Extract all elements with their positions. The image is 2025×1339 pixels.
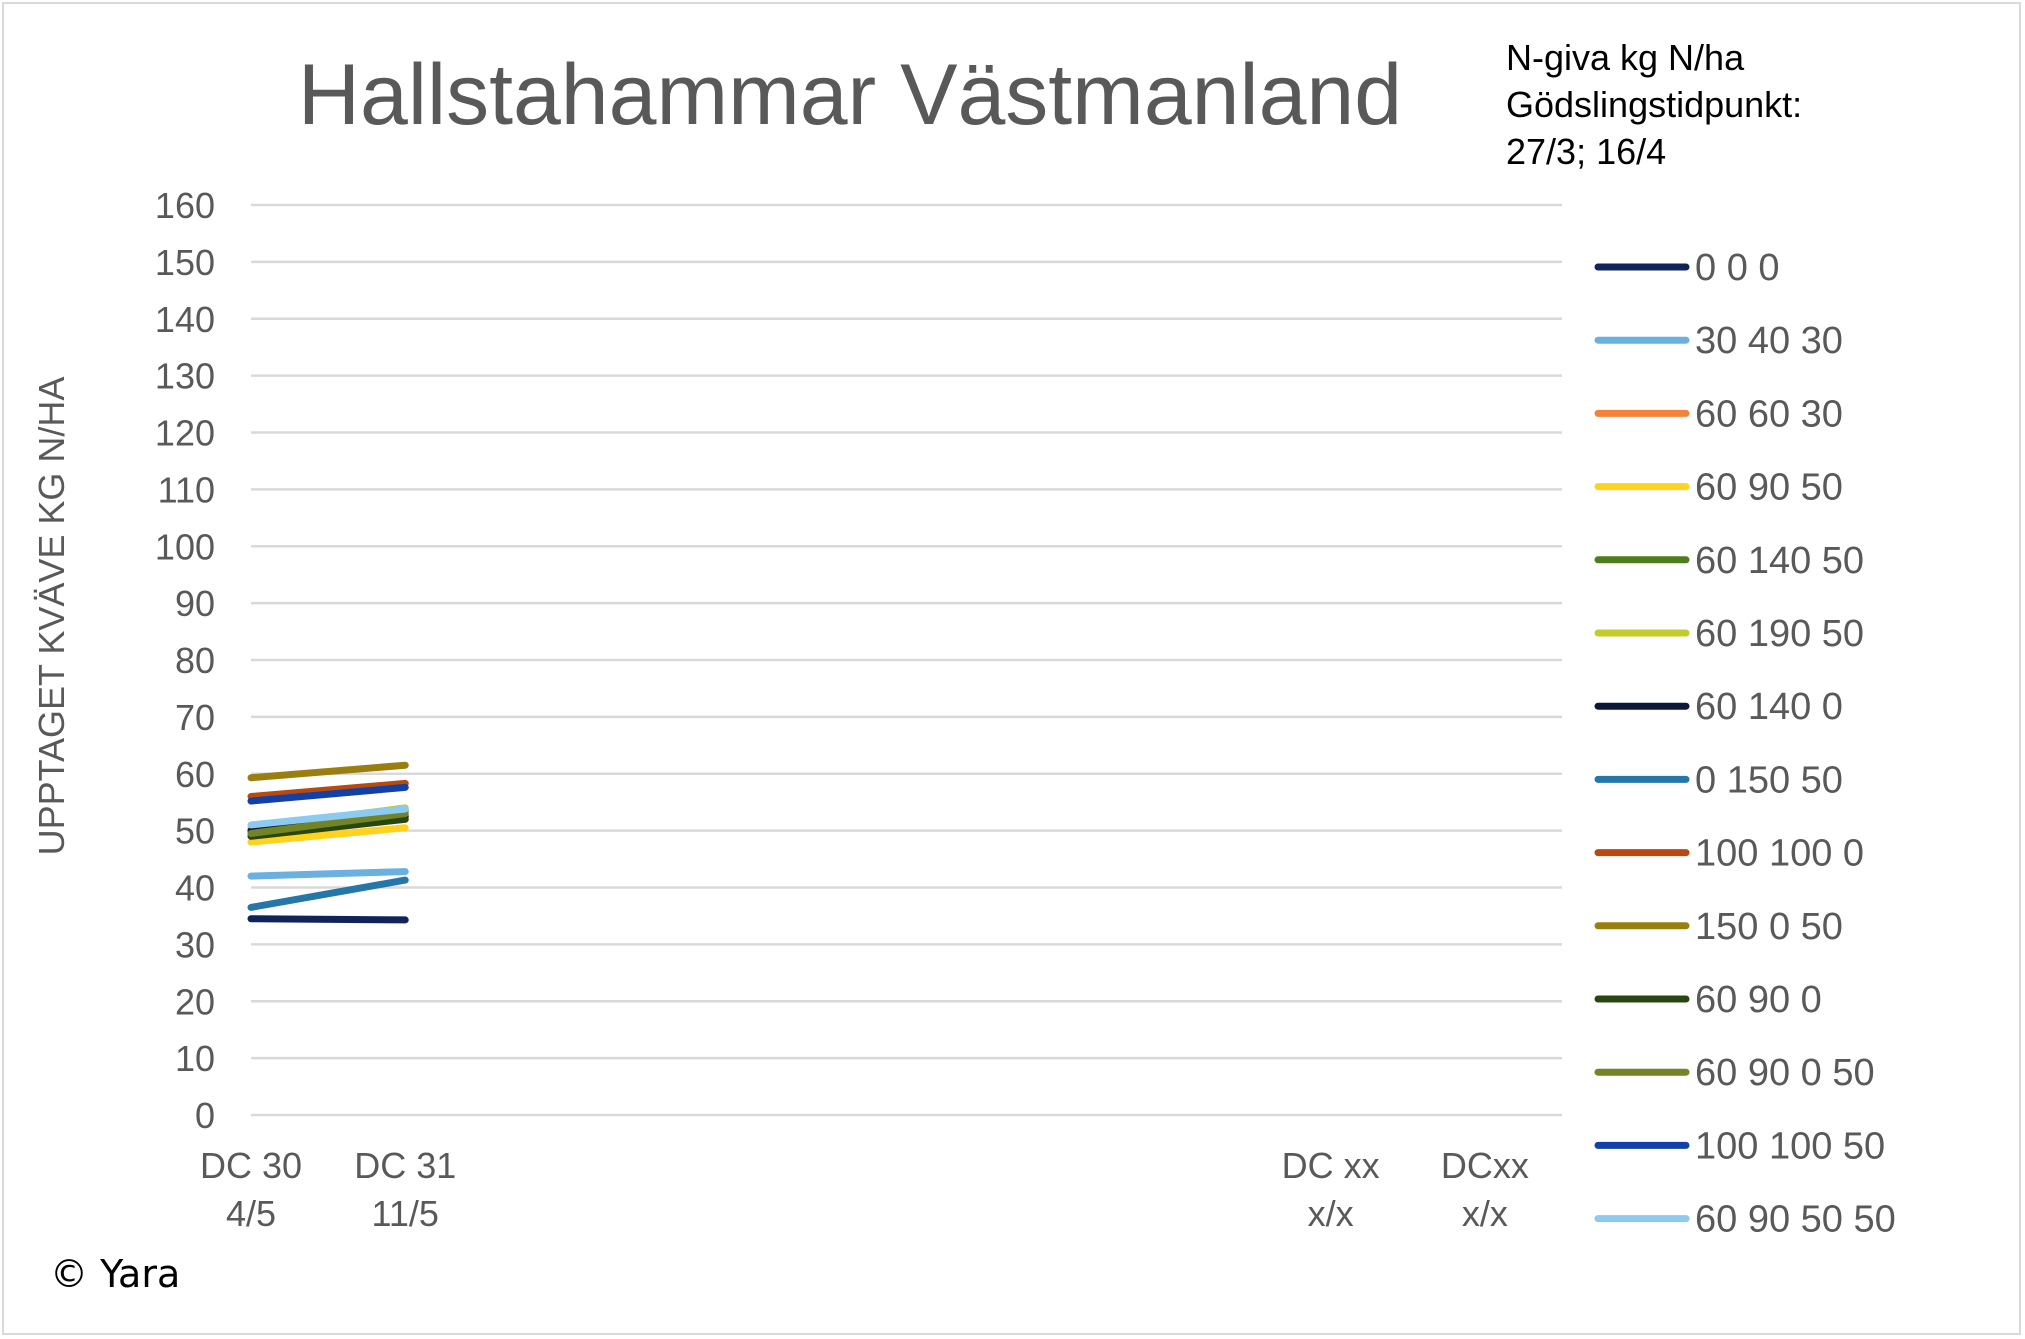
legend-label-4: 60 140 50 <box>1695 540 1864 582</box>
y-axis-ticks: 0 10 20 30 40 50 60 70 80 90 100 110 120 130 140 150 160 <box>155 185 215 1136</box>
legend-label-12: 100 100 50 <box>1695 1125 1885 1167</box>
y-tick-label-150: 150 <box>155 242 215 283</box>
x-tick-label-7: DC xx <box>1282 1145 1380 1186</box>
y-tick-label-60: 60 <box>175 754 215 795</box>
legend-title-line-1: N-giva kg N/ha <box>1506 37 1745 78</box>
y-tick-label-50: 50 <box>175 811 215 852</box>
series-line-0 <box>247 915 409 924</box>
series-lines <box>247 761 409 924</box>
x-tick-sublabel-1: 11/5 <box>372 1193 439 1234</box>
y-axis-label: UPPTAGET KVÄVE KG N/HA <box>31 377 72 856</box>
gridlines <box>251 203 1562 1117</box>
series-line-9 <box>247 761 409 782</box>
legend-label-0: 0 0 0 <box>1695 247 1780 289</box>
legend-label-5: 60 190 50 <box>1695 613 1864 655</box>
y-tick-label-110: 110 <box>158 469 215 510</box>
y-tick-label-30: 30 <box>175 924 215 965</box>
series-line-11 <box>247 810 409 837</box>
x-tick-label-8: DCxx <box>1441 1145 1529 1186</box>
y-tick-label-20: 20 <box>175 981 215 1022</box>
legend-label-1: 30 40 30 <box>1695 320 1843 362</box>
series-line-12 <box>247 783 409 805</box>
x-axis-ticks: DC 30 4/5 DC 31 11/5 DC xx x/x DCxx x/x <box>200 1145 1529 1234</box>
series-line-1 <box>247 868 409 880</box>
legend-title-line-2: Gödslingstidpunkt: <box>1506 84 1802 125</box>
y-tick-label-130: 130 <box>155 356 215 397</box>
y-tick-label-120: 120 <box>155 413 215 454</box>
series-line-7 <box>247 876 409 911</box>
y-tick-label-0: 0 <box>195 1095 215 1136</box>
chart-title: Hallstahammar Västmanland <box>298 47 1402 143</box>
y-tick-label-140: 140 <box>155 299 215 340</box>
copyright-label: © Yara <box>50 1252 181 1296</box>
x-tick-label-1: DC 31 <box>354 1145 456 1186</box>
y-tick-label-40: 40 <box>175 868 215 909</box>
legend-label-2: 60 60 30 <box>1695 393 1843 435</box>
y-tick-label-80: 80 <box>175 640 215 681</box>
x-tick-sublabel-8: x/x <box>1462 1193 1508 1234</box>
y-tick-label-90: 90 <box>175 583 215 624</box>
legend-label-3: 60 90 50 <box>1695 467 1843 509</box>
legend: 0 0 0 30 40 30 60 60 30 60 90 50 60 140 50 60… <box>1594 247 1896 1241</box>
legend-label-13: 60 90 50 50 <box>1695 1199 1896 1241</box>
series-line-13 <box>247 805 409 829</box>
legend-label-7: 0 150 50 <box>1695 759 1843 801</box>
x-tick-sublabel-0: 4/5 <box>226 1193 276 1234</box>
y-tick-label-10: 10 <box>175 1038 215 1079</box>
y-tick-label-100: 100 <box>155 526 215 567</box>
y-tick-label-160: 160 <box>155 185 215 226</box>
y-tick-label-70: 70 <box>175 697 215 738</box>
x-tick-sublabel-7: x/x <box>1308 1193 1354 1234</box>
x-tick-label-0: DC 30 <box>200 1145 302 1186</box>
series-line-3 <box>247 824 409 846</box>
legend-label-6: 60 140 0 <box>1695 686 1843 728</box>
series-line-8 <box>247 779 409 800</box>
legend-label-9: 150 0 50 <box>1695 906 1843 948</box>
legend-label-11: 60 90 0 50 <box>1695 1052 1875 1094</box>
legend-label-10: 60 90 0 <box>1695 979 1822 1021</box>
legend-title-line-3: 27/3; 16/4 <box>1506 131 1666 172</box>
legend-label-8: 100 100 0 <box>1695 833 1864 875</box>
